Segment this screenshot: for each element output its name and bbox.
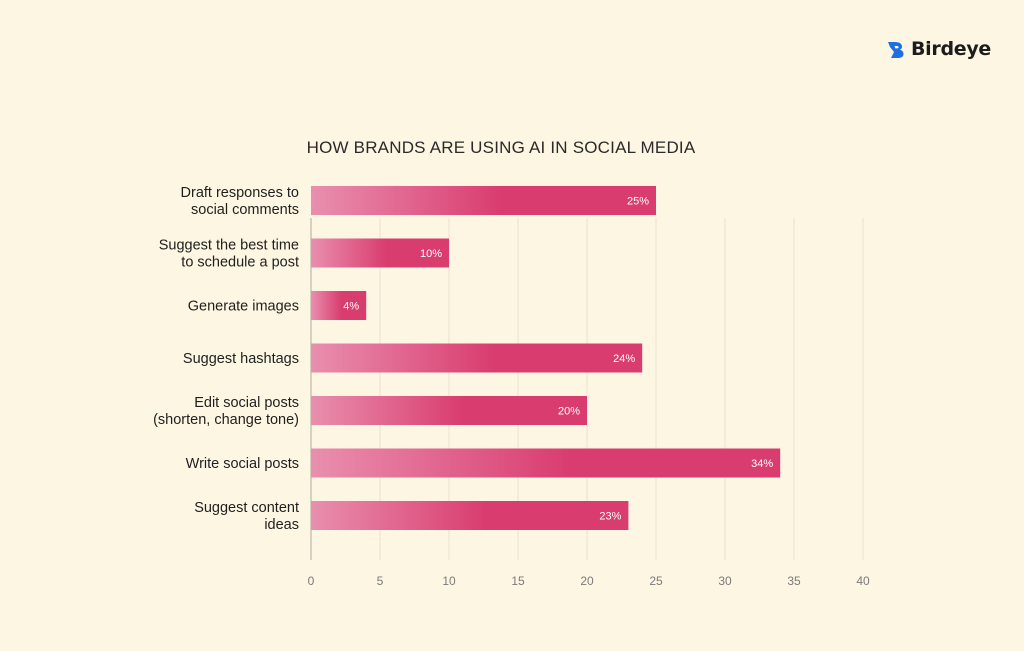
bar-value-label: 34% xyxy=(751,458,773,470)
category-label: to schedule a post xyxy=(181,255,299,271)
bar xyxy=(311,396,587,425)
brand-name: Birdeye xyxy=(911,38,992,60)
category-label: Draft responses to xyxy=(181,185,299,201)
bars: 25% 10% 4% 24% 20% 34% 23% xyxy=(311,186,781,530)
x-tick-label: 5 xyxy=(377,574,384,588)
x-tick-label: 10 xyxy=(442,574,456,588)
bar-value-label: 20% xyxy=(558,406,580,418)
x-tick-label: 35 xyxy=(787,574,801,588)
x-tick-label: 25 xyxy=(649,574,663,588)
category-label: Generate images xyxy=(188,299,299,315)
category-label: Write social posts xyxy=(186,456,299,472)
x-tick-label: 0 xyxy=(308,574,315,588)
category-label: (shorten, change tone) xyxy=(153,412,299,428)
category-label: ideas xyxy=(264,517,299,533)
bar xyxy=(311,291,367,320)
bar xyxy=(311,343,643,373)
bar xyxy=(311,186,656,215)
bar-value-label: 10% xyxy=(420,248,442,260)
x-axis-ticks: 0 5 10 15 20 25 30 35 40 xyxy=(308,574,870,588)
category-label: Suggest content xyxy=(194,500,299,516)
category-label: Edit social posts xyxy=(194,395,299,411)
category-label: social comments xyxy=(191,202,299,218)
bar-value-label: 23% xyxy=(599,511,621,523)
bar xyxy=(311,238,449,268)
bar-value-label: 4% xyxy=(343,301,359,313)
bar xyxy=(311,501,629,530)
x-tick-label: 20 xyxy=(580,574,594,588)
logo: Birdeye xyxy=(886,38,991,60)
x-tick-label: 15 xyxy=(511,574,525,588)
bar-value-label: 25% xyxy=(627,196,649,208)
birdeye-logo-icon xyxy=(888,42,904,58)
bar xyxy=(311,448,781,478)
x-tick-label: 40 xyxy=(856,574,870,588)
category-label: Suggest hashtags xyxy=(183,351,299,367)
chart-title: HOW BRANDS ARE USING AI IN SOCIAL MEDIA xyxy=(307,138,696,157)
x-tick-label: 30 xyxy=(718,574,732,588)
bar-value-label: 24% xyxy=(613,353,635,365)
category-label: Suggest the best time xyxy=(159,238,299,254)
